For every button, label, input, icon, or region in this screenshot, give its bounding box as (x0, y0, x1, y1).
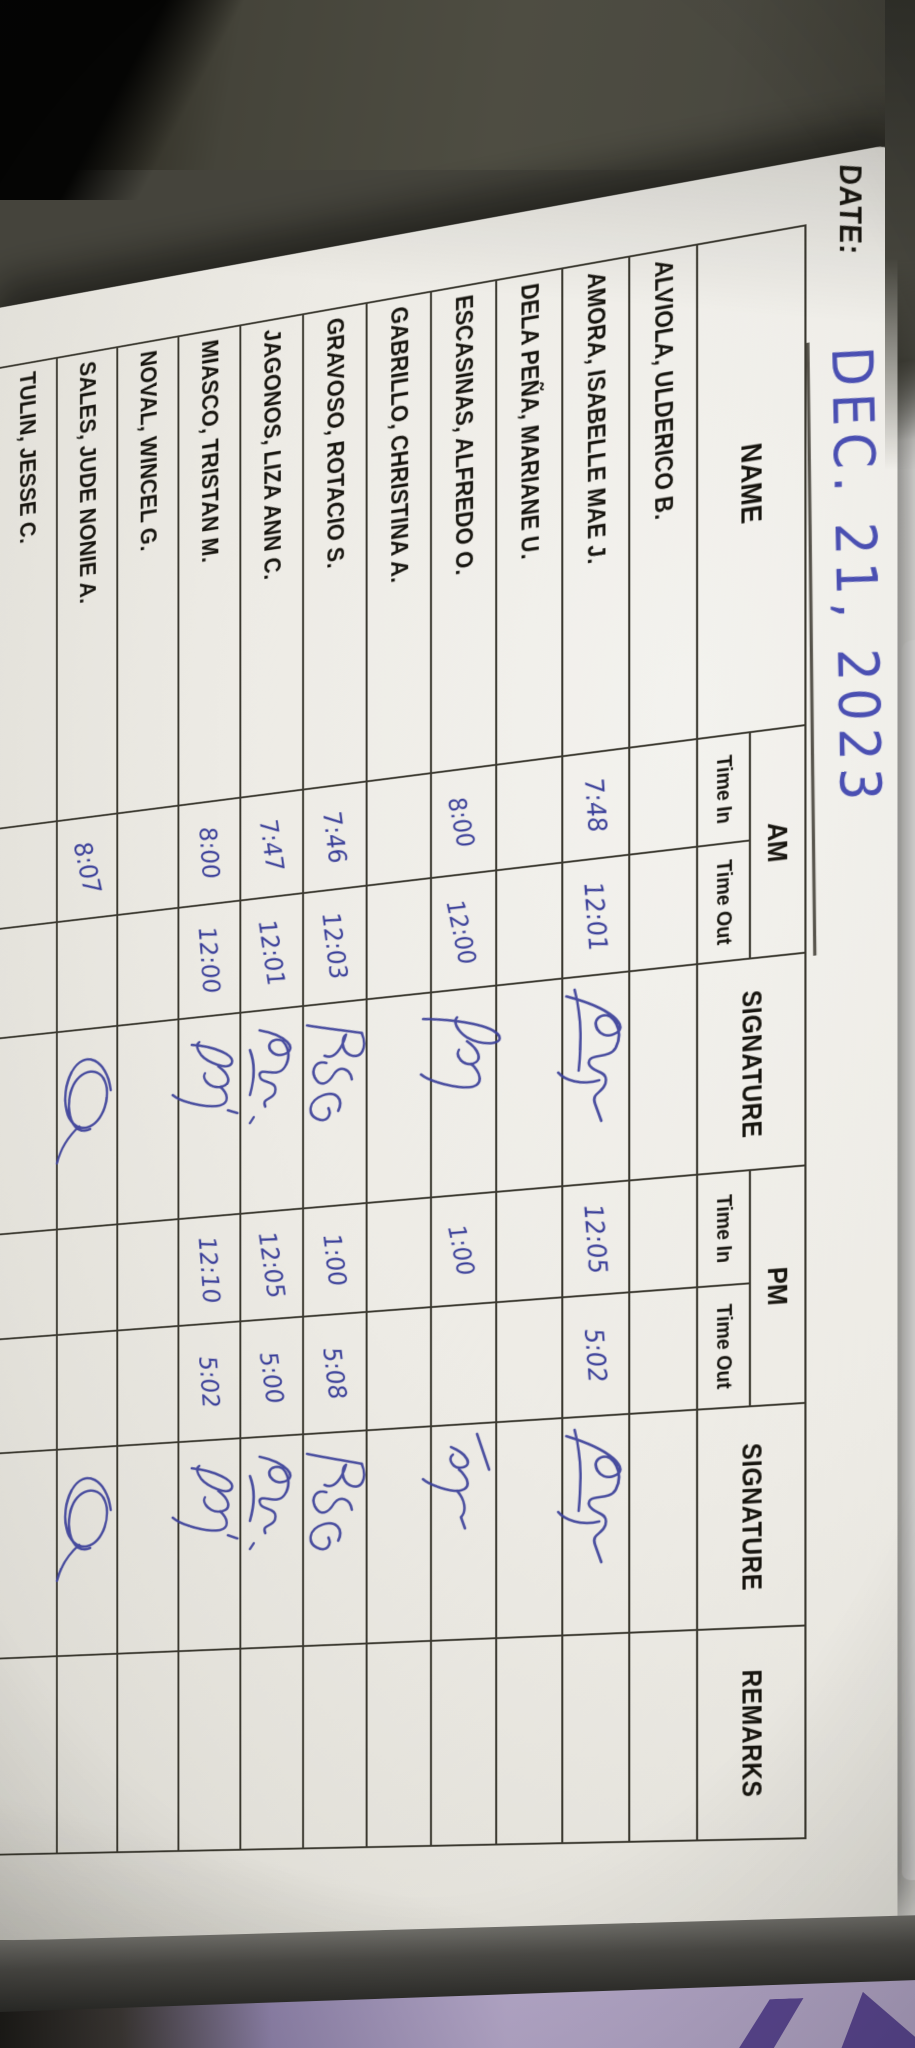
remarks-cell (366, 1640, 431, 1848)
header-am: AM (749, 725, 806, 959)
header-am-time-in: Time In (697, 732, 750, 847)
pm-time-in-cell: 12:05 (558, 1178, 634, 1300)
desk-shadow-corner (0, 0, 330, 200)
page-stack-edge-inner (901, 640, 915, 1881)
header-remarks: REMARKS (697, 1625, 806, 1841)
table-row: SALES, JUDE NONIE A. 8:07 (45, 347, 129, 1854)
header-row-1: NAME AM SIGNATURE PM SIGNATURE REMARKS (697, 225, 806, 1841)
am-time-out-cell (0, 920, 61, 1041)
header-pm: PM (749, 1165, 806, 1407)
pm-time-in-cell (0, 1227, 61, 1342)
am-time-in-cell (492, 754, 567, 872)
row-name-cell: SALES, JUDE NONIE A. (56, 347, 118, 822)
table-row: MIASCO, TRISTAN M. 8:00 12:00 12:10 5:02 (171, 325, 245, 1851)
remarks-cell (240, 1646, 304, 1850)
pm-signature-cell (556, 1413, 630, 1636)
am-signature-cell (171, 1012, 241, 1220)
remarks-cell (430, 1638, 497, 1846)
header-pm-time-in: Time In (697, 1170, 750, 1288)
pm-signature-cell (55, 1445, 118, 1657)
pm-signature-cell (171, 1438, 241, 1652)
page-curl-shadow (885, 0, 915, 470)
pm-time-in-cell (625, 1172, 702, 1295)
row-name-cell: NOVAL, WINCEL G. (117, 336, 179, 814)
am-time-in-cell (0, 819, 61, 931)
remarks-cell (0, 1656, 57, 1855)
book-cover-letter-fragment (729, 1996, 851, 2048)
attendance-sheet-paper: DATE: DEC. 21, 2023 NAME AM SIGNATURE PM… (0, 143, 898, 1941)
remarks-cell (56, 1653, 118, 1854)
row-name-cell: AMORA, ISABELLE MAE J. (562, 256, 630, 757)
row-name-cell: GRAVOSO, ROTACIO S. (303, 303, 367, 790)
remarks-cell (562, 1632, 630, 1844)
am-time-in-cell (362, 771, 435, 888)
pm-time-out-cell (624, 1285, 702, 1416)
header-pm-time-out: Time Out (697, 1283, 750, 1410)
header-am-time-out: Time Out (697, 840, 750, 965)
remarks-cell (629, 1629, 698, 1842)
pm-time-in-cell (492, 1184, 567, 1304)
row-name-cell: JAGONOS, LIZA ANN C. (240, 314, 304, 798)
attendance-table: NAME AM SIGNATURE PM SIGNATURE REMARKS T… (0, 224, 807, 1855)
remarks-cell (496, 1635, 563, 1845)
header-pm-signature: SIGNATURE (697, 1402, 806, 1630)
pm-time-out-cell: 5:02 (557, 1290, 634, 1420)
pm-time-out-cell (362, 1305, 436, 1433)
row-name-cell: GABRILLO, CHRISTINA A. (366, 291, 431, 782)
table-row: ESCASINAS, ALFREDO O. 8:00 12:00 1:00 (417, 280, 506, 1846)
am-time-out-cell: 12:01 (558, 853, 634, 981)
row-name-cell: DELA PEÑA, MARIANE U. (496, 268, 563, 765)
table-row: TULIN, JESSE C. (0, 357, 61, 1855)
row-name-cell: TULIN, JESSE C. (0, 357, 57, 829)
date-label: DATE: (832, 161, 867, 257)
am-time-out-cell (624, 845, 702, 973)
remarks-cell (178, 1648, 241, 1851)
header-am-signature: SIGNATURE (697, 952, 806, 1175)
pm-signature-cell (421, 1422, 497, 1641)
am-time-in-cell (625, 737, 702, 857)
row-name-cell: ESCASINAS, ALFREDO O. (430, 280, 497, 774)
am-time-out-cell: 12:00 (174, 899, 245, 1021)
pm-time-in-cell: 12:10 (174, 1212, 245, 1328)
am-signature-cell (55, 1025, 118, 1230)
row-name-cell: MIASCO, TRISTAN M. (178, 325, 241, 806)
header-name: NAME (697, 225, 806, 739)
remarks-cell (117, 1651, 179, 1853)
table-row: AMORA, ISABELLE MAE J. 7:48 12:01 12:05 5:02 (556, 256, 634, 1844)
am-signature-cell (419, 985, 502, 1198)
pm-time-in-cell (362, 1195, 435, 1314)
am-time-out-cell (362, 876, 436, 1001)
am-signature-cell (556, 971, 630, 1187)
pm-signature-cell (0, 1449, 57, 1659)
am-time-in-cell: 8:00 (174, 796, 244, 910)
remarks-cell (303, 1643, 367, 1849)
pm-time-out-cell (0, 1333, 61, 1456)
pm-time-out-cell: 5:02 (174, 1319, 245, 1444)
row-name-cell: ALVIOLA, ULDERICO B. (629, 244, 698, 748)
am-time-in-cell: 7:48 (558, 746, 634, 865)
am-signature-cell (0, 1032, 57, 1235)
book-cover-letter-fragment (827, 1990, 915, 2048)
